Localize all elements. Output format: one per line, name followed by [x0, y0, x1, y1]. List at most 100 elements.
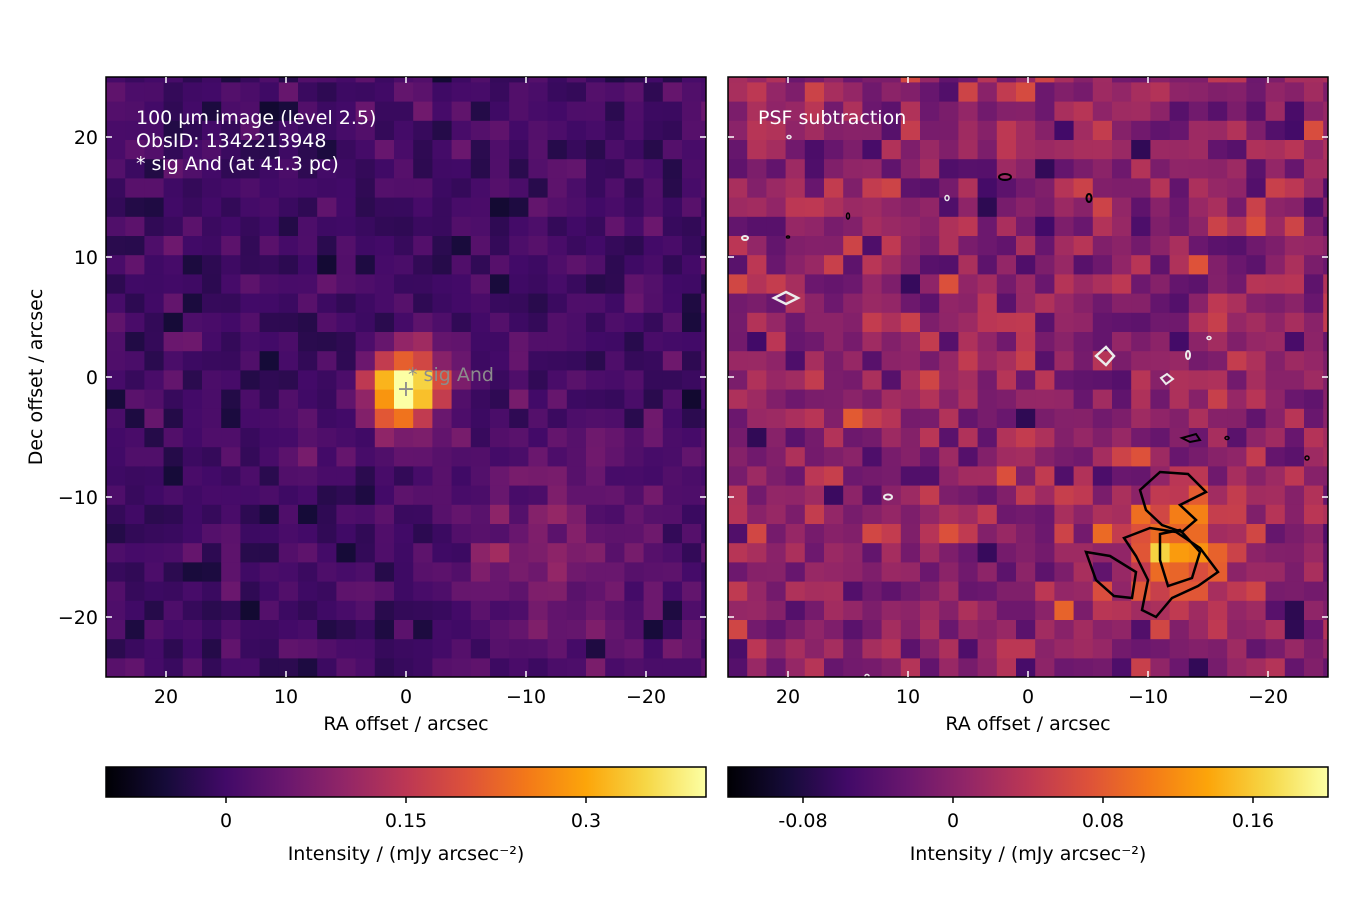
heatmap-cell	[1304, 273, 1324, 294]
heatmap-cell	[470, 465, 491, 486]
heatmap-cell	[144, 581, 165, 601]
heatmap-cell	[1188, 389, 1209, 409]
heatmap-cell	[509, 293, 529, 313]
heatmap-cell	[1188, 350, 1209, 371]
heatmap-cell	[374, 101, 395, 121]
heatmap-cell	[900, 158, 921, 179]
heatmap-cell	[432, 101, 453, 121]
heatmap-cell	[259, 504, 280, 524]
heatmap-cell	[1112, 101, 1132, 121]
heatmap-cell	[221, 254, 241, 275]
heatmap-cell	[586, 657, 606, 677]
heatmap-cell	[747, 485, 767, 505]
heatmap-cell	[920, 235, 940, 256]
heatmap-cell	[766, 120, 787, 140]
heatmap-cell	[662, 408, 683, 428]
heatmap-cell	[528, 523, 549, 544]
heatmap-cell	[125, 158, 145, 179]
heatmap-cell	[317, 254, 337, 275]
heatmap-cell	[221, 619, 241, 640]
heatmap-cell	[125, 561, 145, 582]
heatmap-cell	[785, 273, 806, 294]
heatmap-cell	[355, 81, 376, 102]
heatmap-cell	[1284, 369, 1305, 390]
right-colorbar: -0.08 0 0.08 0.16 Intensity / (mJy arcsec⁻²…	[727, 766, 1329, 865]
x-tick-label: −20	[1248, 686, 1288, 708]
heatmap-cell	[451, 81, 472, 102]
heatmap-cell	[509, 120, 529, 140]
heatmap-cell	[1131, 619, 1151, 640]
heatmap-cell	[566, 197, 587, 217]
heatmap-cell	[1304, 120, 1324, 140]
heatmap-cell	[432, 77, 453, 83]
heatmap-cell	[374, 197, 395, 217]
heatmap-cell	[528, 504, 549, 524]
heatmap-cell	[566, 600, 587, 620]
heatmap-cell	[566, 139, 587, 160]
heatmap-cell	[728, 485, 748, 505]
heatmap-cell	[182, 177, 203, 198]
heatmap-cell	[336, 139, 357, 160]
heatmap-cell	[1188, 331, 1209, 352]
heatmap-cell	[701, 389, 706, 409]
heatmap-cell	[1169, 81, 1190, 102]
heatmap-cell	[125, 120, 145, 140]
heatmap-cell	[1246, 177, 1267, 198]
heatmap-cell	[1092, 235, 1113, 256]
heatmap-cell	[394, 197, 414, 217]
heatmap-cell	[824, 523, 844, 544]
heatmap-cell	[355, 389, 376, 409]
heatmap-cell	[1208, 177, 1228, 198]
heatmap-cell	[747, 600, 767, 620]
heatmap-cell	[298, 561, 318, 582]
heatmap-cell	[939, 158, 959, 179]
heatmap-cell	[547, 216, 568, 236]
heatmap-cell	[920, 312, 940, 332]
heatmap-cell	[298, 254, 318, 275]
heatmap-cell	[843, 581, 863, 601]
heatmap-cell	[106, 77, 126, 83]
heatmap-cell	[977, 350, 998, 371]
heatmap-cell	[747, 293, 767, 313]
heatmap-cell	[1208, 120, 1228, 140]
heatmap-cell	[624, 177, 645, 198]
heatmap-cell	[374, 485, 395, 505]
heatmap-cell	[662, 504, 683, 524]
heatmap-cell	[1227, 139, 1247, 160]
heatmap-cell	[566, 542, 587, 563]
heatmap-cell	[374, 235, 395, 256]
heatmap-cell	[298, 197, 318, 217]
heatmap-cell	[451, 101, 472, 121]
heatmap-cell	[643, 197, 664, 217]
heatmap-cell	[958, 619, 979, 640]
heatmap-cell	[881, 600, 902, 620]
heatmap-cell	[1092, 581, 1113, 601]
heatmap-cell	[1284, 158, 1305, 179]
heatmap-cell	[586, 81, 606, 102]
heatmap-cell	[221, 561, 241, 582]
heatmap-cell	[240, 254, 261, 275]
heatmap-cell	[182, 158, 203, 179]
heatmap-cell	[605, 619, 625, 640]
heatmap-cell	[432, 427, 453, 448]
heatmap-cell	[106, 600, 126, 620]
heatmap-cell	[1016, 408, 1036, 428]
heatmap-cell	[144, 293, 165, 313]
heatmap-cell	[1054, 523, 1075, 544]
heatmap-cell	[881, 177, 902, 198]
heatmap-cell	[862, 542, 883, 563]
heatmap-cell	[144, 427, 165, 448]
heatmap-cell	[1208, 389, 1228, 409]
heatmap-cell	[605, 312, 625, 332]
heatmap-cell	[144, 235, 165, 256]
heatmap-cell	[701, 216, 706, 236]
heatmap-cell	[1016, 600, 1036, 620]
heatmap-cell	[413, 216, 433, 236]
heatmap-cell	[547, 504, 568, 524]
heatmap-cell	[163, 619, 184, 640]
heatmap-cell	[996, 523, 1017, 544]
heatmap-cell	[747, 523, 767, 544]
heatmap-cell	[374, 561, 395, 582]
heatmap-cell	[528, 485, 549, 505]
heatmap-cell	[374, 350, 395, 371]
